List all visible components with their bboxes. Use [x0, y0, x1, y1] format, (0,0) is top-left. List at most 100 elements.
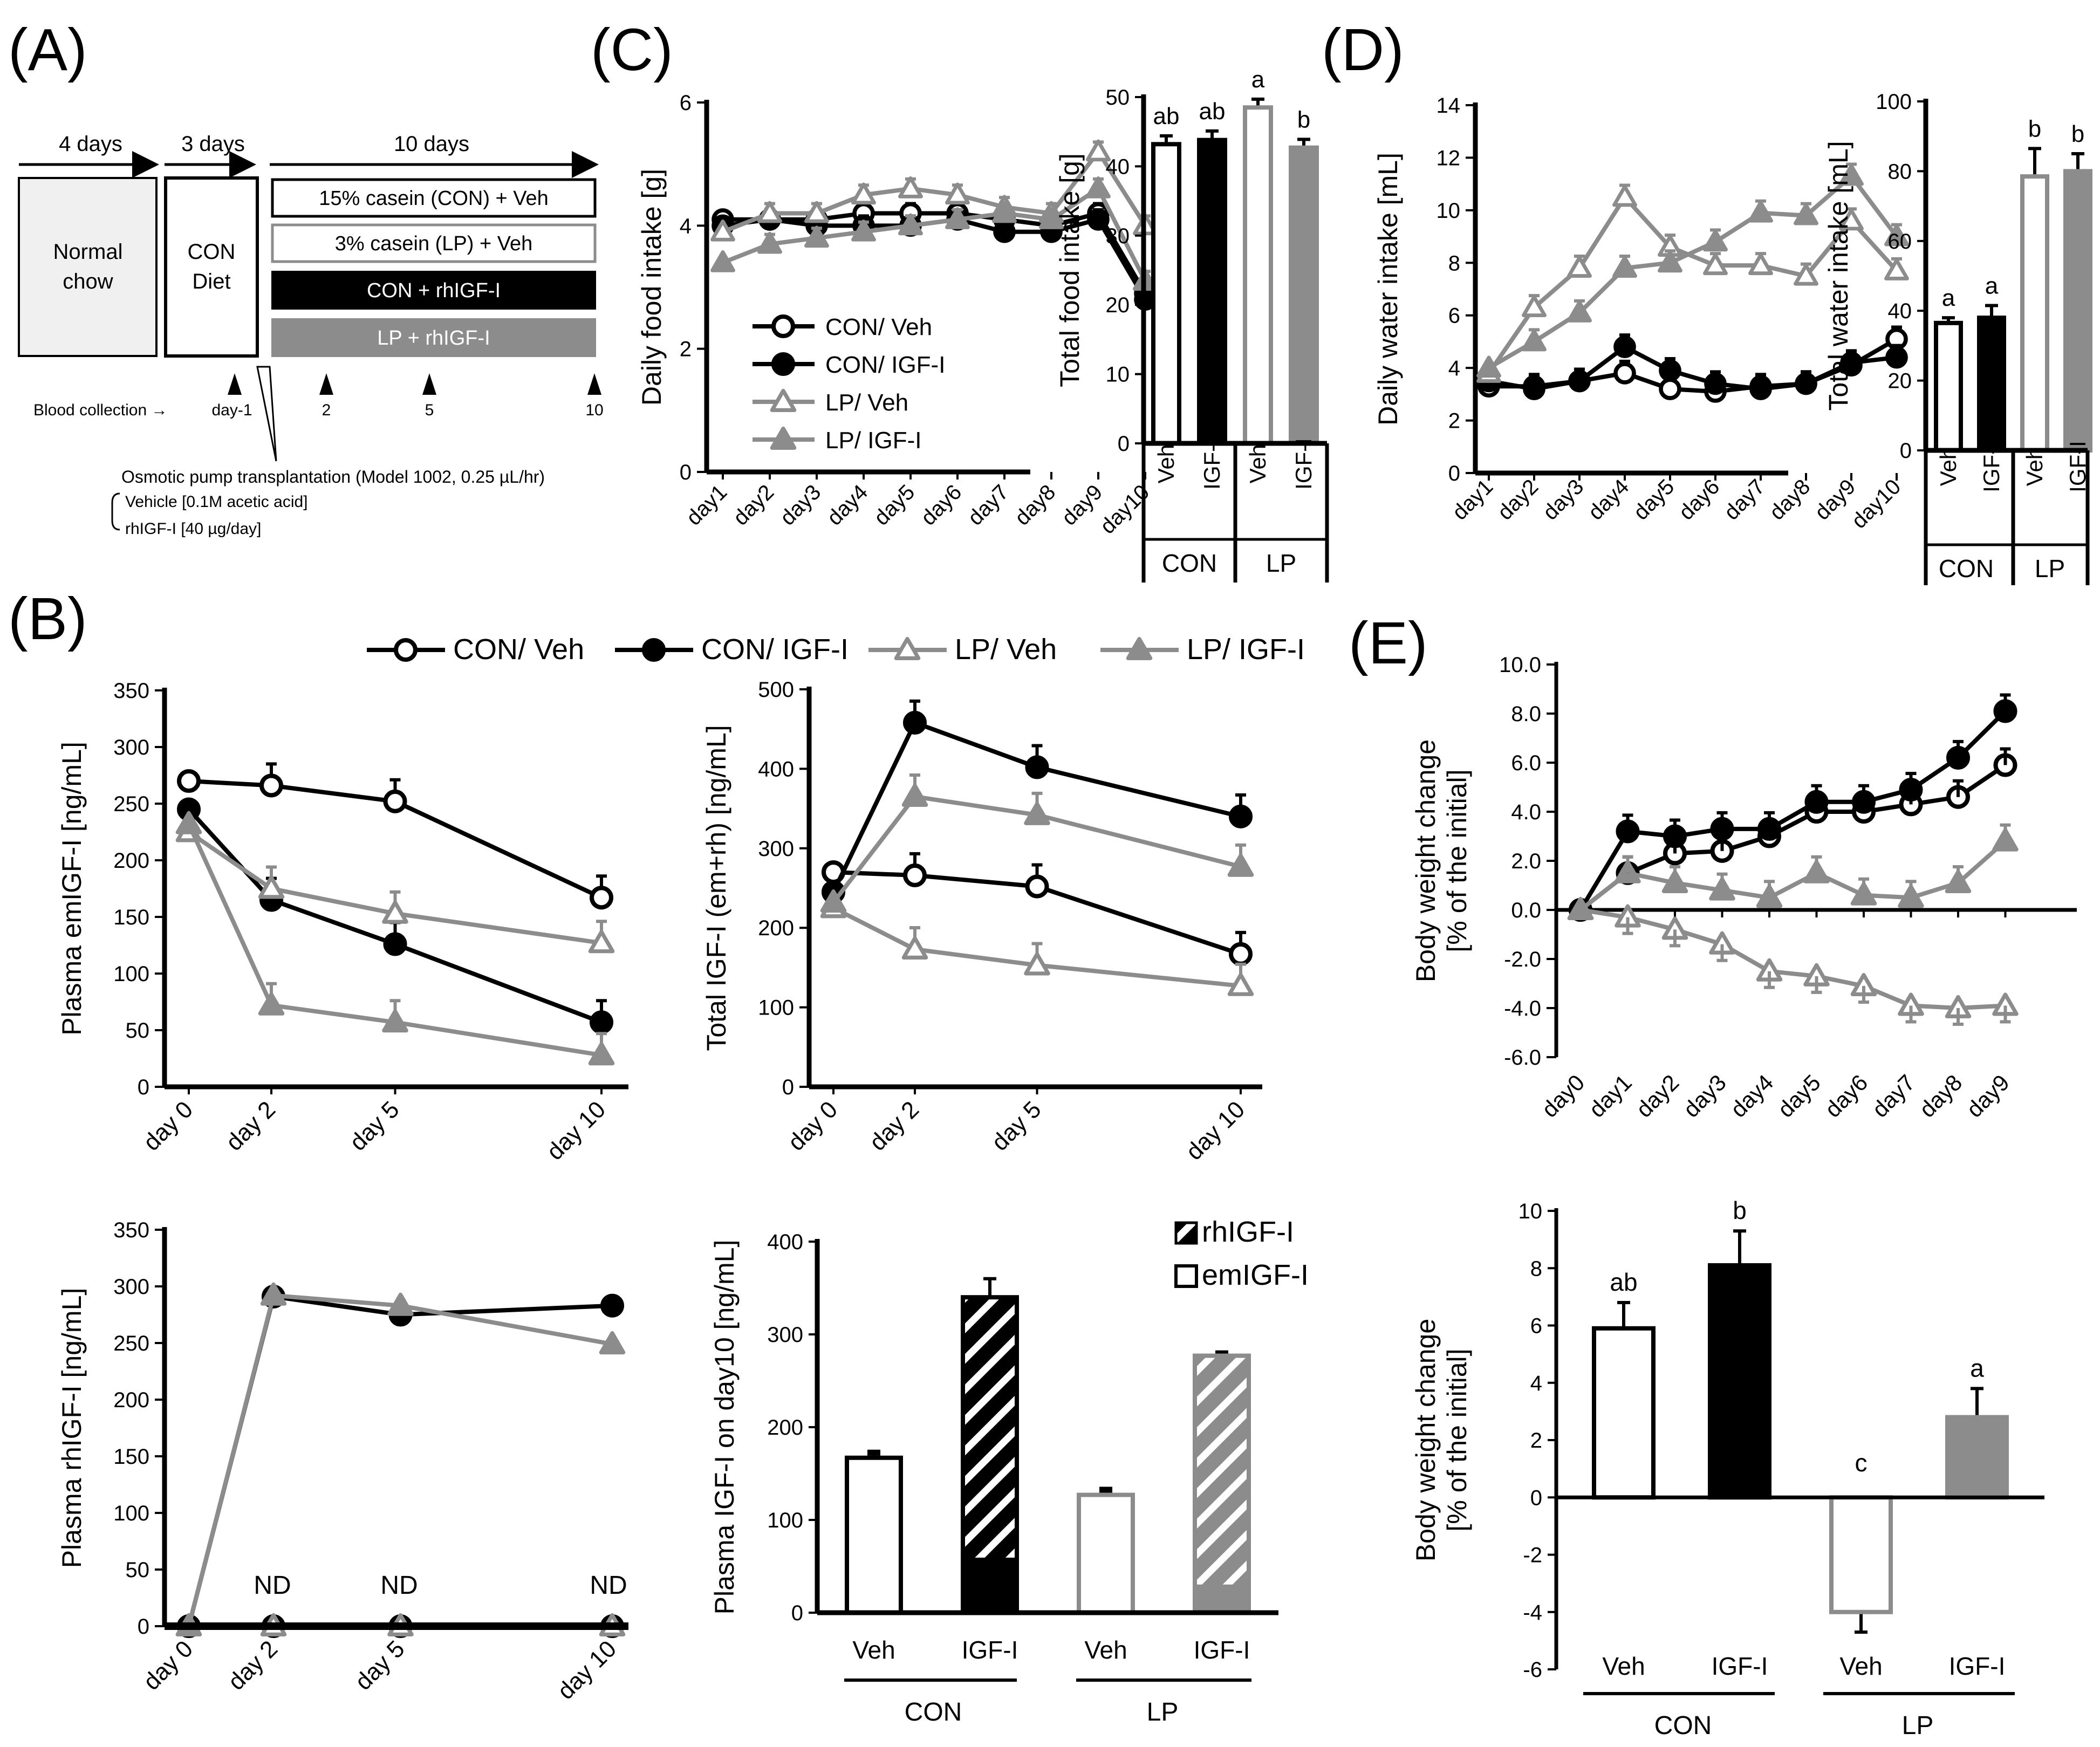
x-tick-label: day7 [1720, 475, 1769, 524]
pump-label: Osmotic pump transplantation (Model 1002… [121, 467, 545, 487]
series-line-1 [1578, 709, 2007, 912]
error-bar [1811, 784, 1822, 802]
data-point [1704, 372, 1727, 395]
group-label: LP [1147, 1698, 1179, 1727]
error-bar [1733, 1229, 1746, 1265]
x-tick-label: day10 [1847, 475, 1905, 533]
error-bar [1905, 772, 1917, 790]
x-tick-label: day 5 [987, 1096, 1046, 1156]
significance-letter: b [2028, 115, 2041, 142]
data-point [992, 201, 1017, 223]
data-point [1748, 200, 1773, 223]
series-line-3 [831, 794, 1241, 904]
y-tick-label: 30 [1106, 224, 1130, 248]
data-point [757, 201, 782, 223]
data-point [1839, 163, 1864, 186]
y-tick-label: 0.0 [1511, 899, 1541, 922]
data-point [1612, 256, 1637, 278]
y-axis-label: Daily water intake [mL] [1373, 153, 1403, 426]
y-tick-label: 4 [680, 214, 692, 238]
y-tick-label: 80 [1888, 160, 1912, 183]
y-tick-label: 350 [113, 679, 149, 703]
x-tick-label: day4 [1726, 1070, 1778, 1122]
period-label-2: 3 days [181, 132, 245, 156]
x-tick-label: day9 [1961, 1070, 2014, 1122]
x-tick-label: day1 [1584, 1070, 1637, 1122]
error-bar [1716, 811, 1728, 829]
legend-b: CON/ Veh CON/ IGF-I LP/ Veh LP/ IGF-I [367, 633, 1305, 666]
significance-letter: b [2071, 121, 2084, 147]
y-axis-label: Daily food intake [g] [637, 169, 667, 406]
x-category-label: Veh [1245, 444, 1270, 483]
panel-label-e: (E) [1349, 610, 1428, 676]
error-bar [1905, 1005, 1917, 1024]
data-point [945, 207, 970, 229]
data-point [600, 1293, 625, 1318]
y-axis-label: Body weight change [1411, 1319, 1441, 1561]
error-bar [1953, 779, 1964, 797]
chart-body-weight-change-line: -6.0-4.0-2.00.02.04.06.08.010.0day0day1d… [1411, 653, 2077, 1122]
legend-marker [771, 352, 796, 376]
error-bar [1764, 811, 1775, 829]
error-bar [2000, 823, 2011, 841]
legend-label: rhIGF-I [1202, 1216, 1294, 1248]
y-axis-label: [% of the initial] [1442, 769, 1472, 952]
x-category-label: IGF-I [1949, 1652, 2006, 1680]
error-bar [1811, 855, 1822, 873]
bar-rhigf [961, 1295, 1019, 1562]
group-label: CON [1939, 554, 1994, 583]
legend-label: CON/ Veh [453, 633, 584, 666]
error-bar [1622, 917, 1633, 935]
data-point [588, 1042, 615, 1066]
x-tick-label: day5 [870, 480, 919, 530]
data-point [1024, 801, 1050, 825]
data-point [258, 875, 285, 899]
series-line-1 [187, 807, 603, 1025]
legend-marker [770, 426, 797, 450]
x-tick-label: day 0 [783, 1096, 843, 1156]
x-tick-label: day 2 [864, 1096, 924, 1156]
data-point [1567, 256, 1592, 278]
y-tick-label: 40 [1888, 299, 1912, 323]
data-point [588, 930, 615, 954]
error-bar [1953, 865, 1964, 883]
x-tick-label: day6 [1674, 475, 1724, 524]
data-point [1749, 378, 1772, 400]
y-tick-label: 2 [1448, 409, 1460, 433]
legend-marker [1126, 636, 1153, 660]
x-tick-label: day 10 [1181, 1096, 1250, 1165]
y-tick-label: 60 [1888, 230, 1912, 254]
y-tick-label: 2 [680, 338, 692, 361]
x-tick-label: day2 [1631, 1070, 1684, 1122]
y-tick-label: 0 [1448, 462, 1460, 485]
series-line-2 [722, 148, 1147, 234]
group-box-lp-veh [271, 223, 597, 263]
data-point [1884, 258, 1909, 280]
chart-daily-food-intake: 0246day1day2day3day4day5day6day7day8day9… [637, 91, 1158, 538]
con-diet-label-1: CON [188, 240, 236, 264]
data-point [589, 886, 614, 910]
y-tick-label: 200 [758, 916, 794, 940]
bar [1829, 1495, 1893, 1614]
y-tick-label: 200 [767, 1416, 803, 1440]
x-category-label: IGF-I [962, 1636, 1018, 1664]
x-tick-label: day2 [729, 480, 778, 530]
timepoint-label-2: 2 [322, 401, 331, 419]
data-point [820, 889, 847, 913]
x-category-label: Veh [2022, 447, 2047, 486]
data-point [175, 811, 202, 834]
timepoint-marker-2 [319, 373, 333, 395]
y-axis-label: Plasma IGF-I on day10 [ng/mL] [709, 1240, 740, 1615]
significance-letter: b [1297, 106, 1310, 133]
x-category-label: Veh [1084, 1636, 1127, 1664]
panel-label-d: (D) [1322, 17, 1404, 83]
y-tick-label: 12 [1437, 146, 1461, 170]
error-bar [1670, 818, 1680, 837]
group-label-con-veh: 15% casein (CON) + Veh [319, 187, 549, 210]
data-point [710, 219, 735, 242]
significance-letter: ab [1199, 98, 1226, 125]
data-point [1039, 207, 1064, 229]
legend-label: LP/ Veh [825, 389, 908, 416]
data-point [804, 225, 829, 248]
y-tick-label: -2 [1523, 1544, 1542, 1567]
